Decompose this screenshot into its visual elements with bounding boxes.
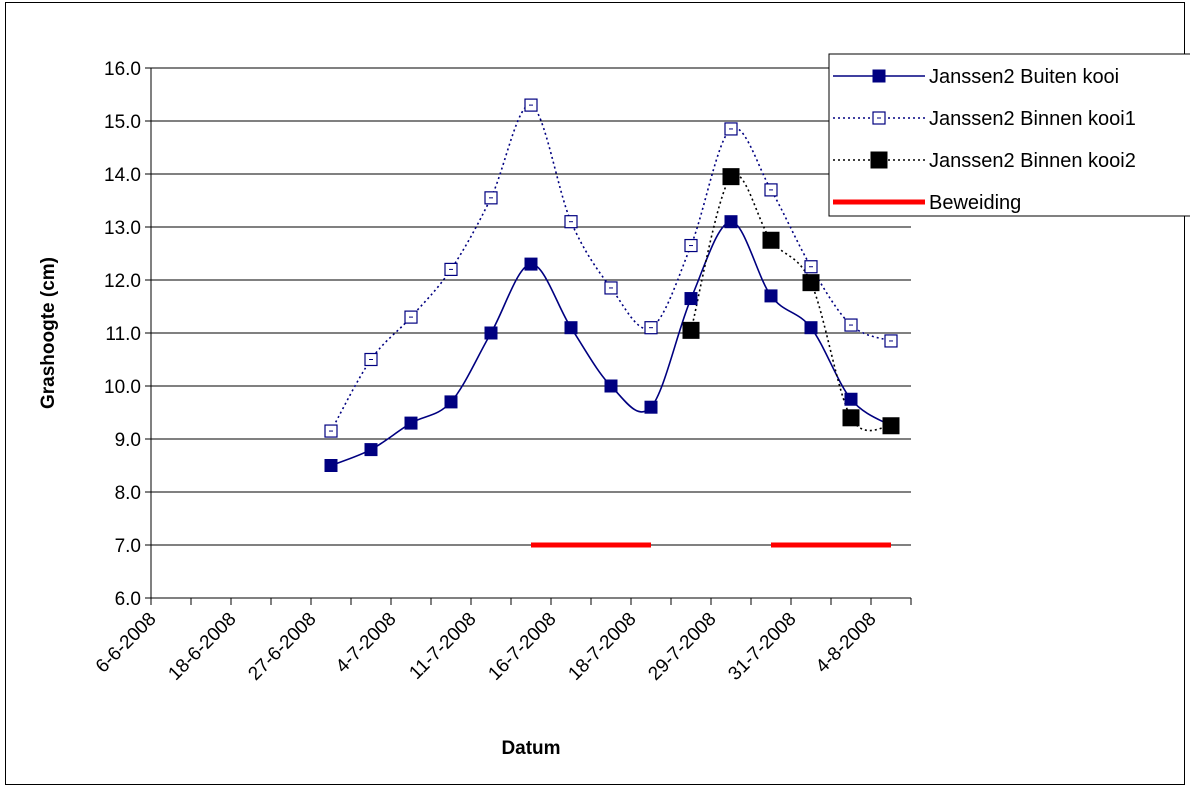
- data-point: [484, 326, 498, 340]
- x-tick-label: 29-7-2008: [644, 609, 720, 685]
- x-tick-label: 4-7-2008: [332, 609, 401, 678]
- y-tick-label: 12.0: [104, 271, 141, 292]
- data-point: [404, 416, 418, 430]
- data-markers: [324, 98, 900, 472]
- x-tick-label: 4-8-2008: [812, 609, 881, 678]
- data-point: [684, 292, 698, 306]
- data-point: [844, 392, 858, 406]
- x-tick-label: 27-6-2008: [244, 609, 320, 685]
- data-point: [644, 400, 658, 414]
- y-tick-label: 9.0: [115, 430, 141, 451]
- data-point: [804, 321, 818, 335]
- x-axis-title: Datum: [501, 738, 560, 759]
- legend-box: [828, 53, 1190, 217]
- data-point: [524, 257, 538, 271]
- x-tick-label: 11-7-2008: [405, 609, 480, 684]
- x-tick-label: 31-7-2008: [724, 609, 800, 685]
- y-tick-label: 7.0: [115, 536, 141, 557]
- legend: Janssen2 Buiten kooi Janssen2 Binnen kooi…: [828, 53, 1190, 217]
- data-point: [364, 443, 378, 457]
- y-tick-label: 15.0: [104, 112, 141, 133]
- data-point: [802, 274, 820, 292]
- x-tick-label: 18-7-2008: [564, 609, 640, 685]
- data-point: [762, 231, 780, 249]
- y-tick-label: 8.0: [115, 483, 141, 504]
- data-point: [870, 151, 888, 169]
- y-tick-label: 11.0: [105, 324, 141, 345]
- legend-label: Janssen2 Binnen kooi2: [929, 150, 1136, 172]
- axes: 6.0 7.0 8.0 9.0 10.0 11.0 12.0 13.0 14.0 15.0 16.0…: [92, 59, 912, 685]
- data-point: [604, 379, 618, 393]
- data-point: [764, 289, 778, 303]
- x-tick-label: 18-6-2008: [164, 609, 240, 685]
- y-tick-label: 10.0: [104, 377, 141, 398]
- data-point: [444, 395, 458, 409]
- y-tick-label: 13.0: [104, 218, 141, 239]
- x-tick-label: 16-7-2008: [484, 609, 560, 685]
- legend-label: Janssen2 Binnen kooi1: [929, 108, 1136, 130]
- data-point: [324, 459, 338, 472]
- data-point: [724, 215, 738, 229]
- data-point: [872, 69, 886, 83]
- legend-label: Beweiding: [929, 192, 1021, 214]
- y-tick-label: 6.0: [115, 589, 141, 610]
- grid-lines: [151, 67, 911, 546]
- data-point: [722, 168, 740, 186]
- data-point: [842, 409, 860, 427]
- data-point: [882, 417, 900, 435]
- y-axis-title: Grashoogte (cm): [38, 257, 59, 409]
- data-point: [682, 321, 700, 339]
- x-tick-label: 6-6-2008: [92, 609, 161, 678]
- y-tick-label: 16.0: [104, 59, 141, 80]
- legend-label: Janssen2 Buiten kooi: [929, 66, 1119, 88]
- y-tick-label: 14.0: [104, 165, 141, 186]
- data-point: [564, 321, 578, 335]
